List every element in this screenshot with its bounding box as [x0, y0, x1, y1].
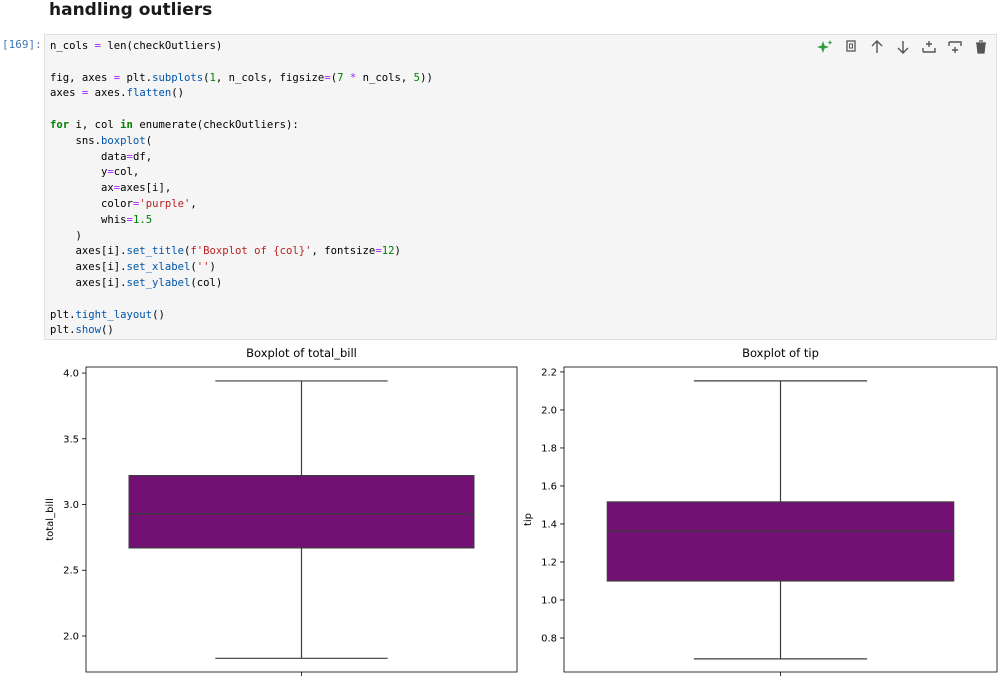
chart-title: Boxplot of total_bill [246, 346, 357, 360]
code-line: fig, axes = plt.subplots(1, n_cols, figs… [50, 71, 433, 84]
y-tick-label: 2.5 [63, 566, 79, 577]
code-line: ) [50, 229, 82, 242]
execution-prompt: [169]: [2, 38, 42, 51]
y-axis-label: tip [523, 513, 534, 526]
figure-output: Boxplot of total_bill total_bill 2.0 2.5 3.0… [45, 346, 998, 676]
move-down-button[interactable] [894, 39, 912, 55]
y-tick-label: 1.0 [541, 595, 557, 606]
code-token: = [113, 71, 121, 84]
move-up-button[interactable] [868, 39, 886, 55]
code-token: 1.5 [132, 213, 153, 226]
code-token: flatten [126, 87, 172, 100]
y-axis-label: total_bill [45, 498, 56, 541]
y-tick-label: 3.0 [63, 500, 79, 511]
code-line: sns.boxplot( [50, 134, 153, 147]
code-token: = [126, 213, 133, 226]
code-line: for i, col in enumerate(checkOutliers): [50, 118, 299, 131]
code-token: set_ylabel [126, 276, 191, 289]
code-block: plt.tight_layout() plt.show() [50, 308, 433, 340]
code-line: whis=1.5 [50, 213, 153, 226]
code-editor[interactable]: n_cols = len(checkOutliers) fig, axes = p… [50, 39, 433, 355]
code-token: = [375, 245, 382, 258]
code-line: n_cols = len(checkOutliers) [50, 40, 223, 52]
code-token: show [75, 324, 102, 337]
code-token: for [50, 118, 70, 131]
code-token: 1 [209, 71, 216, 84]
code-token: set_title [126, 245, 184, 258]
code-line: plt.tight_layout() [50, 308, 165, 321]
y-tick-label: 1.8 [541, 443, 557, 454]
code-token: '' [196, 261, 210, 274]
delete-button[interactable] [972, 39, 990, 55]
y-tick-label: 3.5 [63, 434, 79, 445]
insert-below-button[interactable] [946, 39, 964, 55]
y-tick-label: 0.8 [541, 633, 557, 644]
code-token: 7 [337, 71, 344, 84]
code-line: y=col, [50, 166, 140, 179]
code-token: = [132, 197, 140, 210]
code-token: = [126, 150, 133, 163]
ai-assist-button[interactable] [816, 39, 834, 55]
insert-above-button[interactable] [920, 39, 938, 55]
code-token: = [107, 166, 114, 179]
y-tick-label: 4.0 [63, 369, 79, 380]
duplicate-button[interactable] [842, 39, 860, 55]
code-block: for i, col in enumerate(checkOutliers): … [50, 118, 433, 292]
code-block: fig, axes = plt.subplots(1, n_cols, figs… [50, 71, 433, 103]
box [128, 474, 475, 549]
code-line: axes[i].set_ylabel(col) [50, 276, 223, 289]
code-line: axes = axes.flatten() [50, 87, 184, 100]
cell-toolbar [816, 39, 990, 55]
y-tick-label: 2.2 [541, 367, 557, 378]
code-token: tight_layout [75, 308, 153, 321]
code-token: = [81, 87, 89, 100]
box [606, 501, 955, 582]
y-tick-label: 2.0 [541, 405, 557, 416]
section-heading: handling outliers [49, 0, 213, 20]
code-token: f'Boxplot of {col}' [190, 245, 312, 258]
code-token: subplots [152, 71, 204, 84]
code-token: = [113, 182, 121, 195]
code-cell[interactable]: n_cols = len(checkOutliers) fig, axes = p… [44, 34, 997, 340]
y-tick-label: 1.4 [541, 519, 557, 530]
code-token: set_xlabel [126, 261, 191, 274]
plot-frame [563, 366, 998, 673]
code-block: n_cols = len(checkOutliers) [50, 39, 433, 55]
code-line: ax=axes[i], [50, 182, 172, 195]
code-token: in [120, 118, 133, 131]
code-token: * [349, 71, 357, 84]
code-line: axes[i].set_title(f'Boxplot of {col}', f… [50, 245, 401, 258]
code-line: data=df, [50, 150, 153, 163]
code-token: = [324, 71, 331, 84]
code-token: 5 [413, 71, 421, 84]
plot-frame [85, 366, 518, 673]
y-tick-label: 1.6 [541, 481, 557, 492]
code-line: plt.show() [50, 324, 114, 337]
code-token: 'purple' [139, 197, 191, 210]
y-tick-label: 2.0 [63, 631, 79, 642]
code-line: axes[i].set_xlabel('') [50, 261, 216, 274]
chart-title: Boxplot of tip [742, 346, 819, 360]
code-token: 12 [381, 245, 395, 258]
y-tick-label: 1.2 [541, 557, 557, 568]
code-token: = [94, 40, 102, 52]
code-token: boxplot [101, 134, 146, 147]
code-line: color='purple', [50, 197, 197, 210]
